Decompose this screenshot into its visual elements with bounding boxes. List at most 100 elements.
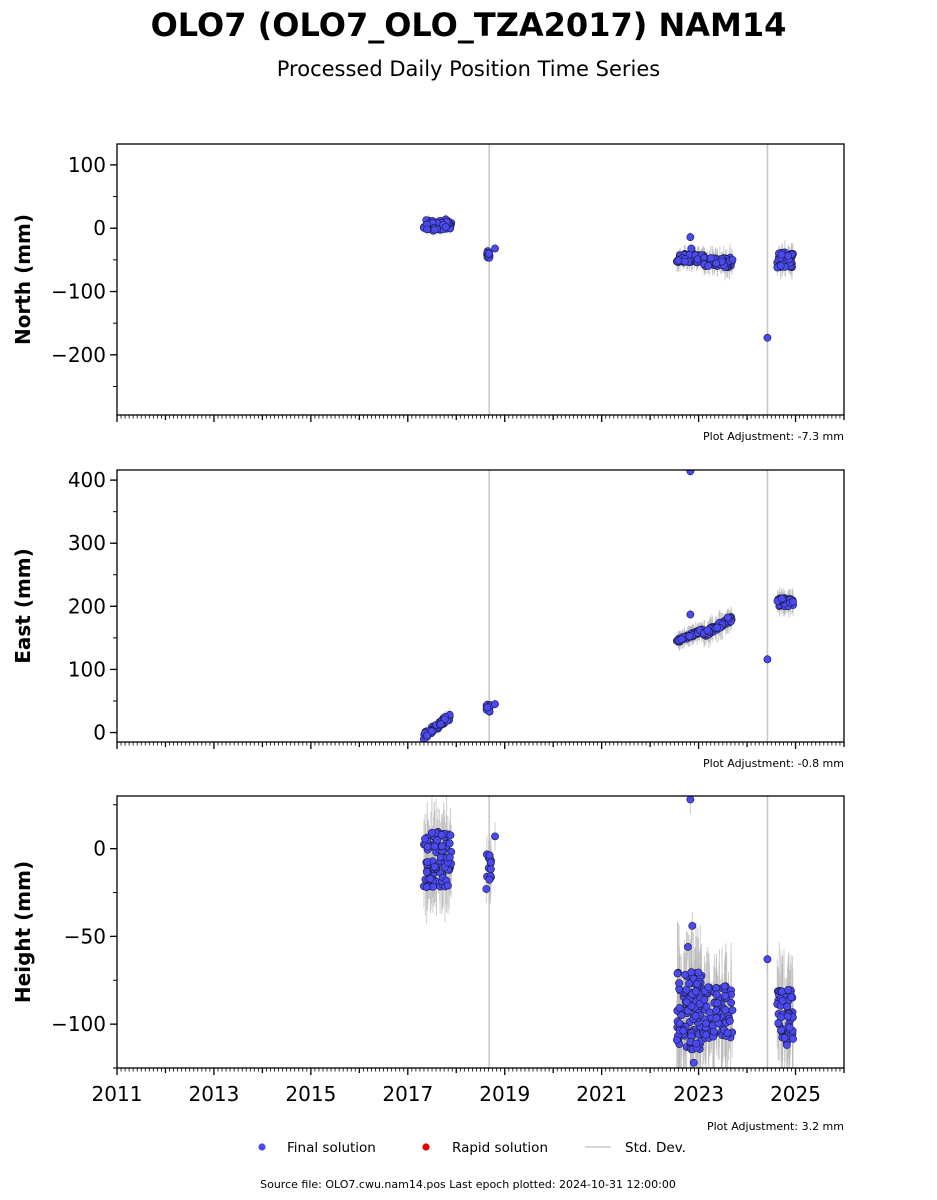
data-point — [789, 597, 797, 606]
page-title: OLO7 (OLO7_OLO_TZA2017) NAM14 — [150, 6, 787, 44]
legend: Final solution Rapid solution Std. Dev. — [258, 1140, 686, 1156]
plot-area — [420, 144, 797, 415]
x-tick-label: 2015 — [285, 1082, 336, 1106]
data-point — [721, 991, 730, 1000]
y-tick-label: 0 — [93, 721, 106, 745]
data-point — [720, 982, 729, 991]
data-point — [704, 261, 713, 270]
data-point — [684, 943, 692, 951]
data-point — [776, 261, 785, 270]
data-point — [721, 1006, 730, 1014]
legend-marker — [422, 1143, 430, 1151]
panel-frame — [116, 143, 845, 416]
data-point — [723, 1029, 732, 1037]
legend-label: Rapid solution — [452, 1140, 548, 1156]
data-point — [680, 257, 689, 266]
panel-1: 0 100 200 300 400 East (mm) Plot Adjustment: -… — [11, 468, 845, 770]
data-point — [444, 881, 452, 890]
data-point — [445, 853, 454, 862]
data-point — [784, 985, 793, 994]
data-point — [784, 252, 792, 260]
legend-item: Final solution — [258, 1140, 376, 1156]
data-point — [713, 623, 721, 632]
data-point — [686, 233, 695, 241]
data-point — [491, 700, 499, 709]
data-point — [703, 626, 712, 635]
data-point — [682, 998, 691, 1006]
data-point — [485, 249, 493, 258]
data-point — [787, 993, 796, 1001]
data-point — [712, 990, 721, 999]
data-point — [436, 720, 445, 728]
data-point — [777, 594, 786, 603]
data-point — [677, 635, 686, 644]
data-point — [672, 1036, 681, 1044]
data-point — [777, 250, 786, 259]
data-point — [700, 995, 709, 1004]
data-point — [725, 1017, 734, 1025]
legend-marker — [258, 1143, 266, 1151]
data-point — [685, 632, 694, 641]
data-point — [486, 858, 495, 867]
data-point — [422, 868, 431, 876]
data-point — [422, 883, 431, 892]
data-point — [693, 980, 702, 988]
data-point — [441, 223, 450, 232]
plot-adjustment: Plot Adjustment: -7.3 mm — [703, 430, 844, 443]
panel-2: 0 −50 −100 2011 2013 2015 2017 2019 2021 2023 2025… — [11, 795, 845, 1133]
data-point — [727, 998, 736, 1007]
y-axis-label: Height (mm) — [11, 861, 35, 1003]
data-point — [682, 985, 691, 994]
data-point — [421, 834, 429, 843]
data-point — [485, 851, 494, 860]
x-tick-label: 2017 — [382, 1082, 433, 1106]
data-point — [483, 703, 492, 712]
data-point — [712, 1014, 721, 1022]
data-point — [430, 225, 439, 234]
plot-area — [419, 470, 797, 742]
panel-0: 100 0 −100 −200 North (mm) Plot Adjustment: -… — [11, 143, 845, 443]
y-tick-label: 200 — [68, 594, 106, 618]
x-tick-label: 2013 — [188, 1082, 239, 1106]
data-point — [686, 610, 695, 619]
legend-label: Final solution — [287, 1140, 376, 1156]
data-point — [691, 1011, 700, 1020]
data-point — [687, 244, 696, 253]
data-point — [485, 875, 494, 884]
y-tick-label: 100 — [68, 657, 106, 681]
data-point — [430, 842, 439, 851]
x-tick-label: 2019 — [479, 1082, 530, 1106]
panel-frame — [116, 795, 845, 1069]
data-point — [783, 1002, 792, 1011]
data-point — [679, 1026, 688, 1035]
data-point — [686, 796, 695, 804]
data-point — [688, 921, 697, 930]
data-point — [702, 1002, 711, 1011]
data-point — [491, 832, 499, 841]
x-tick-label: 2021 — [576, 1082, 627, 1106]
data-point — [675, 1003, 684, 1012]
y-tick-label: 0 — [93, 837, 106, 861]
data-point — [675, 979, 684, 988]
legend-item: Rapid solution — [422, 1140, 548, 1156]
x-tick-label: 2011 — [92, 1082, 143, 1106]
data-point — [778, 996, 787, 1005]
data-point — [692, 1039, 701, 1048]
data-point — [763, 333, 772, 342]
data-point — [423, 731, 431, 740]
data-point — [789, 1034, 797, 1043]
data-point — [777, 987, 786, 996]
data-point — [487, 865, 495, 874]
data-point — [438, 842, 446, 851]
data-point — [707, 254, 715, 262]
data-point — [430, 862, 439, 871]
data-point — [674, 256, 683, 265]
y-tick-label: 400 — [68, 468, 106, 492]
y-axis-label: North (mm) — [11, 214, 35, 345]
data-point — [491, 244, 499, 253]
data-point — [723, 613, 732, 622]
y-tick-label: 300 — [68, 531, 106, 555]
data-point — [785, 1023, 794, 1032]
data-point — [423, 858, 432, 866]
